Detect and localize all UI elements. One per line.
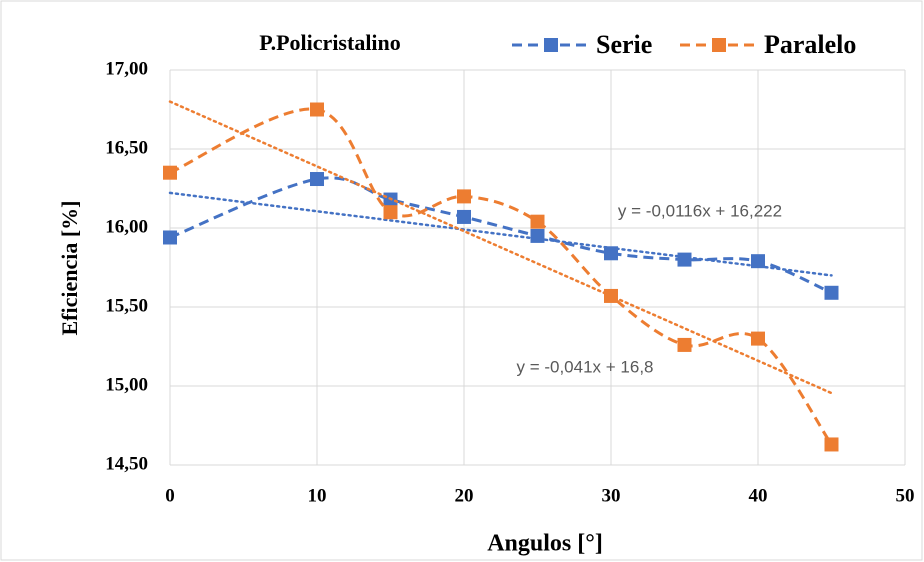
marker	[310, 172, 324, 187]
marker	[677, 337, 692, 352]
y-axis-label: Eficiencia [%]	[57, 200, 82, 335]
marker	[751, 254, 765, 269]
chart-title: P.Policristalino	[259, 30, 401, 55]
x-tick-label: 0	[165, 485, 175, 506]
y-tick-label: 17,00	[105, 58, 148, 79]
x-tick-label: 30	[602, 485, 621, 506]
marker	[604, 246, 618, 261]
y-tick-label: 15,00	[105, 374, 148, 395]
trendline-equation: y = -0,041x + 16,8	[516, 357, 653, 376]
y-tick-label: 14,50	[105, 453, 148, 474]
y-tick-label: 16,00	[105, 216, 148, 237]
marker	[530, 228, 545, 243]
marker	[751, 331, 765, 346]
trendline-equation: y = -0,0116x + 16,222	[618, 201, 782, 220]
x-axis-label: Angulos [°]	[487, 531, 603, 557]
marker	[383, 205, 398, 220]
marker	[457, 189, 471, 204]
series-line	[169, 176, 833, 295]
x-tick-label: 20	[455, 485, 474, 506]
marker	[824, 437, 839, 452]
legend-label: Serie	[596, 30, 652, 59]
x-tick-label: 40	[749, 485, 768, 506]
y-tick-label: 15,50	[105, 295, 148, 316]
legend-marker	[544, 38, 558, 52]
marker	[677, 252, 692, 267]
trendline	[168, 191, 833, 277]
marker	[310, 102, 324, 117]
x-tick-label: 50	[896, 485, 915, 506]
marker	[604, 288, 618, 303]
x-tick-label: 10	[308, 485, 327, 506]
legend-label: Paralelo	[764, 30, 856, 59]
y-tick-label: 16,50	[105, 137, 148, 158]
marker	[163, 165, 177, 180]
marker	[530, 214, 545, 229]
marker	[457, 209, 471, 224]
marker	[824, 285, 839, 300]
trendline	[168, 100, 833, 395]
marker	[163, 230, 177, 245]
legend-marker	[712, 38, 726, 52]
